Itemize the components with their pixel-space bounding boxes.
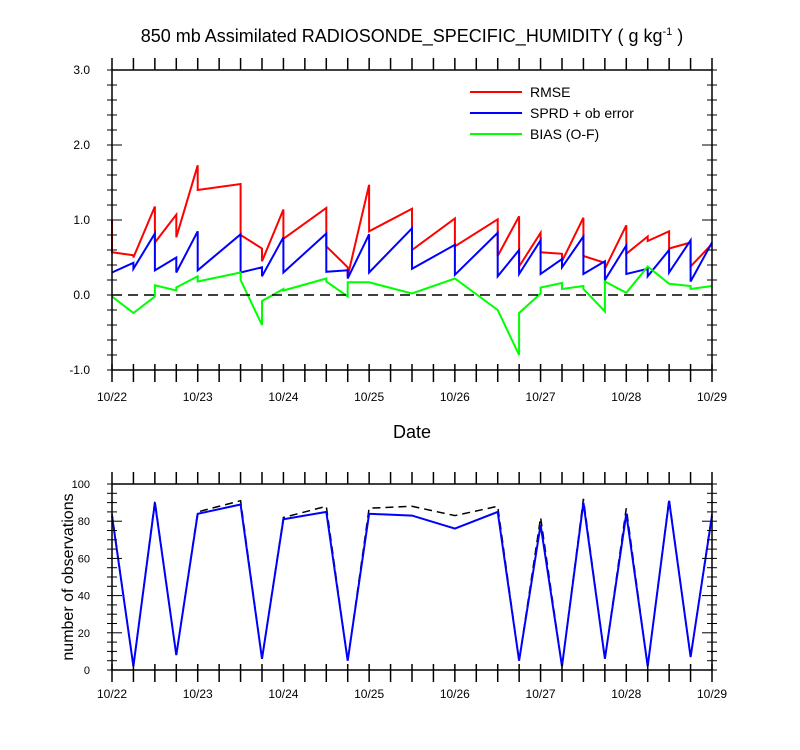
- bottom-axes-ticks: 10/22 10/23 10/24 10/25 10/26 10/27 10/28 10/29…: [72, 472, 727, 701]
- y-tick-label: 0: [84, 665, 90, 677]
- x-tick-label: 10/24: [268, 687, 298, 701]
- y-tick-label: 0.0: [73, 288, 90, 302]
- x-tick-label: 10/27: [526, 687, 556, 701]
- series-line-sprd-ob-error: [111, 225, 713, 284]
- x-tick-label: 10/23: [183, 390, 213, 404]
- bottom-panel: 10/22 10/23 10/24 10/25 10/26 10/27 10/28 10/29…: [60, 472, 727, 701]
- y-tick-label: 2.0: [73, 138, 90, 152]
- x-tick-label: 10/22: [97, 687, 127, 701]
- y-tick-label: 80: [78, 516, 90, 528]
- top-axes-ticks: 10/22 10/23 10/24 10/25 10/26 10/27 10/28 10/29…: [69, 58, 727, 404]
- y-axis-label-observations: number of observations: [60, 493, 77, 660]
- legend-label: SPRD + ob error: [530, 105, 634, 121]
- top-plot-frame: [111, 69, 713, 371]
- x-tick-label: 10/29: [697, 390, 727, 404]
- top-panel: 10/22 10/23 10/24 10/25 10/26 10/27 10/28 10/29…: [69, 58, 727, 442]
- series-line-bias-o-f: [111, 265, 713, 356]
- top-series-group: [111, 165, 713, 356]
- x-tick-label: 10/25: [354, 687, 384, 701]
- y-tick-label: 3.0: [73, 63, 90, 77]
- y-tick-label: 100: [72, 479, 90, 491]
- x-tick-label: 10/26: [440, 687, 470, 701]
- bottom-plot-frame: [111, 483, 713, 671]
- x-tick-label: 10/27: [526, 390, 556, 404]
- x-tick-label: 10/23: [183, 687, 213, 701]
- legend-label: RMSE: [530, 84, 570, 100]
- y-tick-label: 40: [78, 591, 90, 603]
- y-tick-label: 60: [78, 553, 90, 565]
- legend: RMSE SPRD + ob error BIAS (O-F): [470, 84, 634, 142]
- x-tick-label: 10/29: [697, 687, 727, 701]
- x-tick-label: 10/28: [611, 687, 641, 701]
- x-tick-label: 10/26: [440, 390, 470, 404]
- y-tick-label: -1.0: [69, 363, 90, 377]
- y-tick-label: 20: [78, 628, 90, 640]
- series-line-possible: [111, 498, 713, 667]
- x-axis-label: Date: [393, 422, 431, 442]
- series-line-assimilated: [111, 500, 713, 667]
- legend-label: BIAS (O-F): [530, 126, 599, 142]
- bottom-series-group: [111, 498, 713, 667]
- chart-title: 850 mb Assimilated RADIOSONDE_SPECIFIC_H…: [141, 26, 684, 47]
- x-tick-label: 10/28: [611, 390, 641, 404]
- x-tick-label: 10/22: [97, 390, 127, 404]
- x-tick-label: 10/24: [268, 390, 298, 404]
- y-tick-label: 1.0: [73, 213, 90, 227]
- x-tick-label: 10/25: [354, 390, 384, 404]
